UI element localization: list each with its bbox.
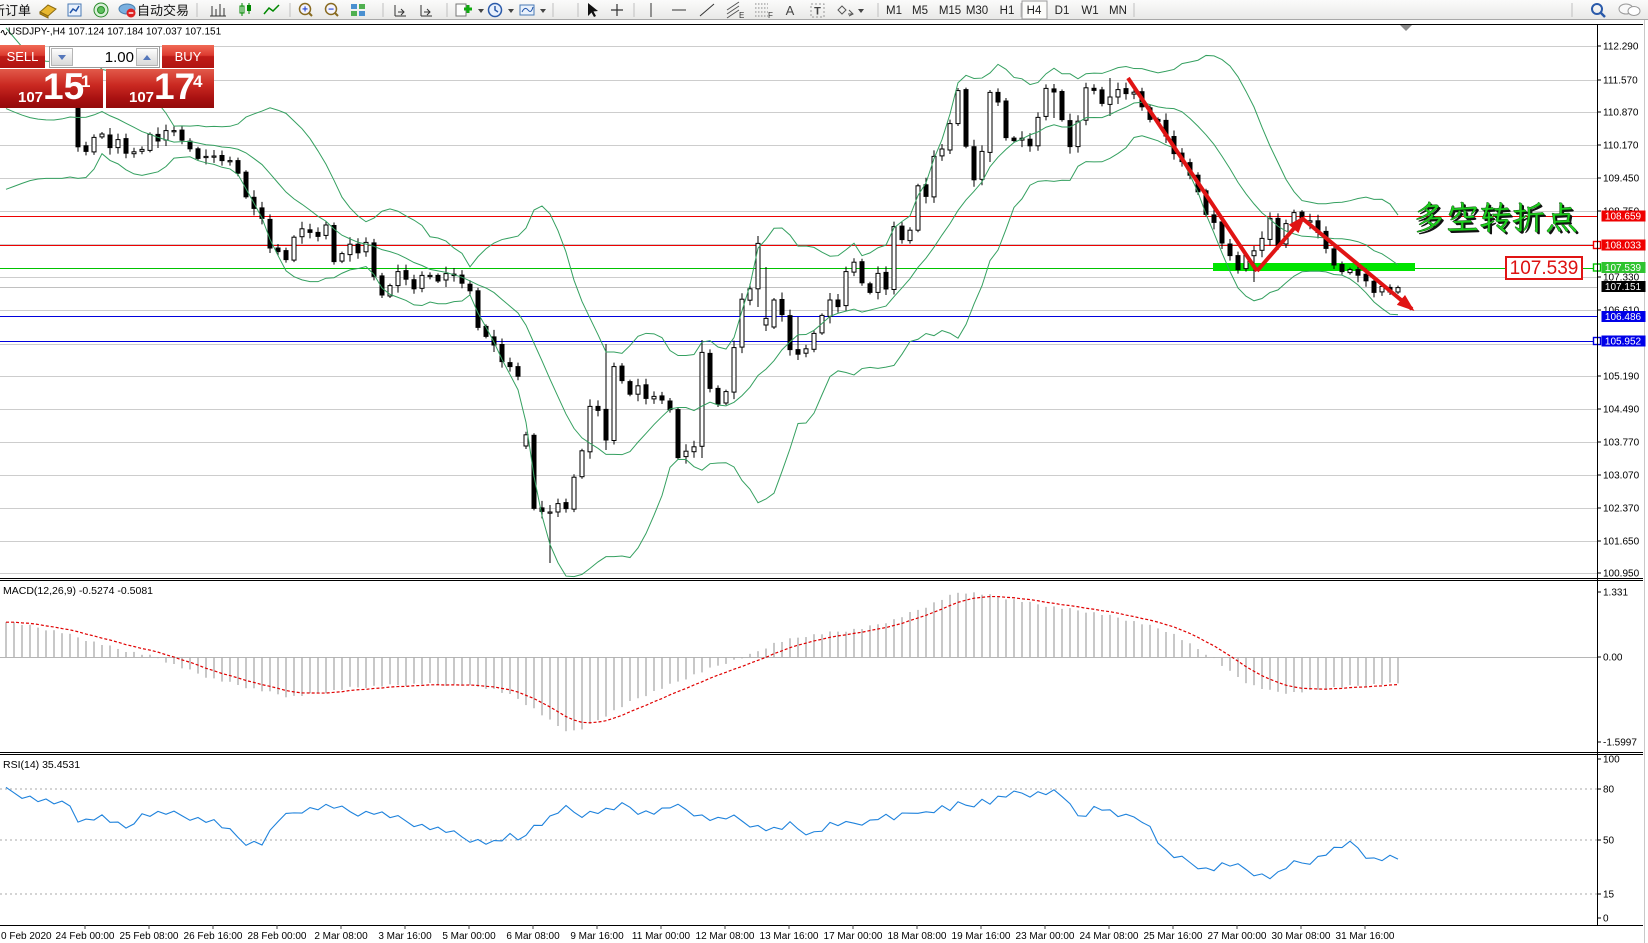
- svg-text:0 Feb 2020: 0 Feb 2020: [1, 931, 52, 942]
- svg-text:MACD(12,26,9) -0.5274 -0.5081: MACD(12,26,9) -0.5274 -0.5081: [3, 585, 153, 597]
- svg-text:102.370: 102.370: [1603, 504, 1640, 515]
- svg-text:25 Mar 16:00: 25 Mar 16:00: [1144, 931, 1203, 942]
- svg-text:5 Mar 00:00: 5 Mar 00:00: [442, 931, 496, 942]
- svg-text:13 Mar 16:00: 13 Mar 16:00: [760, 931, 819, 942]
- svg-text:50: 50: [1603, 836, 1615, 847]
- svg-text:105.190: 105.190: [1603, 372, 1640, 383]
- svg-text:108.659: 108.659: [1605, 212, 1642, 223]
- svg-text:H1: H1: [1000, 5, 1015, 17]
- svg-text:100.950: 100.950: [1603, 569, 1640, 580]
- svg-text:0.00: 0.00: [1603, 653, 1623, 664]
- svg-text:M5: M5: [912, 5, 928, 17]
- svg-text:26 Feb 16:00: 26 Feb 16:00: [184, 931, 243, 942]
- svg-text:25 Feb 08:00: 25 Feb 08:00: [120, 931, 179, 942]
- svg-text:107.539: 107.539: [1605, 263, 1642, 274]
- svg-text:28 Feb 00:00: 28 Feb 00:00: [248, 931, 307, 942]
- svg-text:24 Mar 08:00: 24 Mar 08:00: [1080, 931, 1139, 942]
- svg-text:107.539: 107.539: [1510, 258, 1579, 279]
- svg-text:19 Mar 16:00: 19 Mar 16:00: [952, 931, 1011, 942]
- svg-text:24 Feb 00:00: 24 Feb 00:00: [56, 931, 115, 942]
- svg-text:3 Mar 16:00: 3 Mar 16:00: [378, 931, 432, 942]
- svg-text:15: 15: [1603, 890, 1615, 901]
- svg-text:107.151: 107.151: [1605, 282, 1642, 293]
- svg-text:-1.5997: -1.5997: [1603, 738, 1637, 749]
- svg-text:101.650: 101.650: [1603, 537, 1640, 548]
- svg-text:106.486: 106.486: [1605, 312, 1642, 323]
- svg-text:104.490: 104.490: [1603, 405, 1640, 416]
- svg-text:23 Mar 00:00: 23 Mar 00:00: [1016, 931, 1075, 942]
- svg-text:W1: W1: [1081, 5, 1098, 17]
- svg-text:RSI(14) 35.4531: RSI(14) 35.4531: [3, 759, 80, 771]
- svg-text:112.290: 112.290: [1603, 42, 1639, 53]
- svg-text:108.033: 108.033: [1605, 241, 1642, 252]
- svg-text:103.770: 103.770: [1603, 438, 1640, 449]
- svg-text:2 Mar 08:00: 2 Mar 08:00: [314, 931, 368, 942]
- svg-text:M30: M30: [966, 5, 988, 17]
- svg-text:18 Mar 08:00: 18 Mar 08:00: [888, 931, 947, 942]
- svg-text:30 Mar 08:00: 30 Mar 08:00: [1272, 931, 1331, 942]
- svg-text:27 Mar 00:00: 27 Mar 00:00: [1208, 931, 1267, 942]
- svg-text:E: E: [739, 11, 744, 20]
- svg-text:M1: M1: [886, 5, 902, 17]
- svg-text:F: F: [768, 11, 773, 20]
- svg-text:100: 100: [1603, 755, 1620, 766]
- svg-text:31 Mar 16:00: 31 Mar 16:00: [1336, 931, 1395, 942]
- svg-text:80: 80: [1603, 785, 1615, 796]
- svg-text:17 Mar 00:00: 17 Mar 00:00: [824, 931, 883, 942]
- svg-text:0: 0: [1603, 914, 1609, 925]
- svg-text:+: +: [302, 5, 308, 16]
- svg-text:111.570: 111.570: [1603, 76, 1638, 87]
- svg-text:12 Mar 08:00: 12 Mar 08:00: [696, 931, 755, 942]
- svg-text:110.870: 110.870: [1603, 108, 1639, 119]
- svg-text:9 Mar 16:00: 9 Mar 16:00: [570, 931, 624, 942]
- svg-text:A: A: [786, 3, 795, 18]
- svg-text:USDJPY-,H4 107.124 107.184 10: USDJPY-,H4 107.124 107.184 107.037 107.1…: [8, 27, 222, 38]
- svg-text:D1: D1: [1055, 5, 1070, 17]
- svg-text:109.450: 109.450: [1603, 174, 1640, 185]
- svg-text:H4: H4: [1027, 5, 1042, 17]
- svg-text:103.070: 103.070: [1603, 471, 1640, 482]
- svg-text:110.170: 110.170: [1603, 141, 1639, 152]
- svg-text:MN: MN: [1109, 5, 1127, 17]
- svg-text:11 Mar 00:00: 11 Mar 00:00: [632, 931, 691, 942]
- svg-text:T: T: [814, 6, 821, 18]
- svg-text:M15: M15: [939, 5, 961, 17]
- svg-text:105.952: 105.952: [1605, 337, 1642, 348]
- svg-text:6 Mar 08:00: 6 Mar 08:00: [506, 931, 560, 942]
- svg-text:−: −: [328, 5, 334, 16]
- svg-text:1.331: 1.331: [1603, 588, 1628, 599]
- svg-text:107.330: 107.330: [1603, 273, 1640, 284]
